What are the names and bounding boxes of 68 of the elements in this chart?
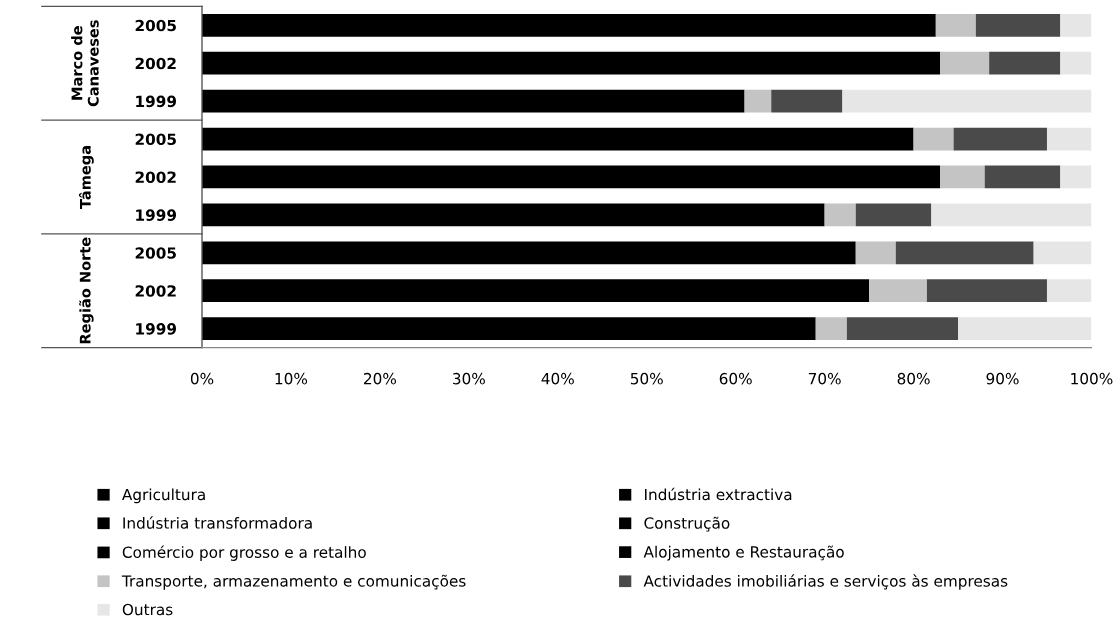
bar (931, 203, 1092, 227)
text: Marco de Canaveses (71, 20, 99, 107)
bar (1033, 241, 1092, 265)
legend-label: Agricultura (122, 488, 205, 504)
legend-label: Construção (644, 516, 730, 532)
y-tick-label: 2002 (135, 57, 176, 70)
bar (913, 127, 954, 151)
bar (926, 279, 1047, 303)
bar (953, 127, 1047, 151)
bar (958, 317, 1092, 341)
bar (202, 165, 941, 189)
bar (202, 51, 941, 75)
bar (202, 203, 825, 227)
bar (815, 317, 847, 341)
bar (940, 51, 990, 75)
x-tick-label: 20% (364, 372, 397, 385)
bar (202, 13, 936, 37)
bar (1060, 51, 1092, 75)
bar (1060, 165, 1092, 189)
x-tick-label: 10% (275, 372, 308, 385)
bar (202, 127, 914, 151)
y-tick-label: 1999 (136, 323, 177, 335)
legend-label: Indústria extractiva (645, 487, 792, 501)
bar (975, 13, 1061, 37)
x-tick-label: 70% (808, 372, 841, 385)
bar (869, 279, 927, 303)
y-tick-label: 2002 (135, 171, 176, 183)
x-tick-label: 100% (1071, 372, 1113, 385)
x-tick-label: 80% (897, 372, 930, 385)
y-tick-label: 2005 (135, 19, 176, 32)
x-tick-label: 0% (190, 372, 214, 385)
bar (824, 203, 856, 227)
text: Tâmega (78, 146, 94, 209)
bar (202, 241, 856, 265)
bar (1046, 127, 1092, 151)
x-tick-label: 50% (630, 372, 663, 385)
legend-label: Comércio por grosso e a retalho (122, 545, 366, 561)
bar (1046, 279, 1092, 303)
legend-label: Actividades imobiliárias e serviços às empresas (643, 574, 1008, 590)
bar (842, 89, 1092, 113)
bar (989, 51, 1061, 75)
bar (855, 203, 932, 227)
x-tick-label: 90% (986, 372, 1019, 385)
legend-label: Transporte, armazenamento e comunicações (121, 574, 466, 590)
bar (846, 317, 959, 341)
legend-label: Alojamento e Restauração (643, 545, 844, 561)
bar (744, 89, 772, 113)
y-tick-label: 2005 (135, 247, 176, 259)
bar (202, 317, 816, 341)
bar (202, 89, 745, 113)
bar (771, 89, 843, 113)
legend-label: Indústria transformadora (123, 516, 312, 529)
x-tick-label: 30% (453, 372, 485, 385)
bar (202, 279, 870, 303)
y-tick-label: 2002 (135, 285, 176, 297)
bar (855, 241, 896, 265)
y-tick-label: 2005 (135, 133, 176, 146)
bar (895, 241, 1034, 265)
text: Região Norte (79, 237, 94, 344)
y-tick-label: 1999 (136, 209, 177, 221)
x-tick-label: 40% (541, 372, 574, 385)
x-tick-label: 60% (719, 372, 752, 385)
y-tick-label: 1999 (136, 95, 177, 108)
bar (940, 165, 985, 189)
legend-label: Outras (122, 603, 173, 616)
bar (935, 13, 976, 37)
bar (1060, 13, 1092, 37)
bar (984, 165, 1061, 189)
